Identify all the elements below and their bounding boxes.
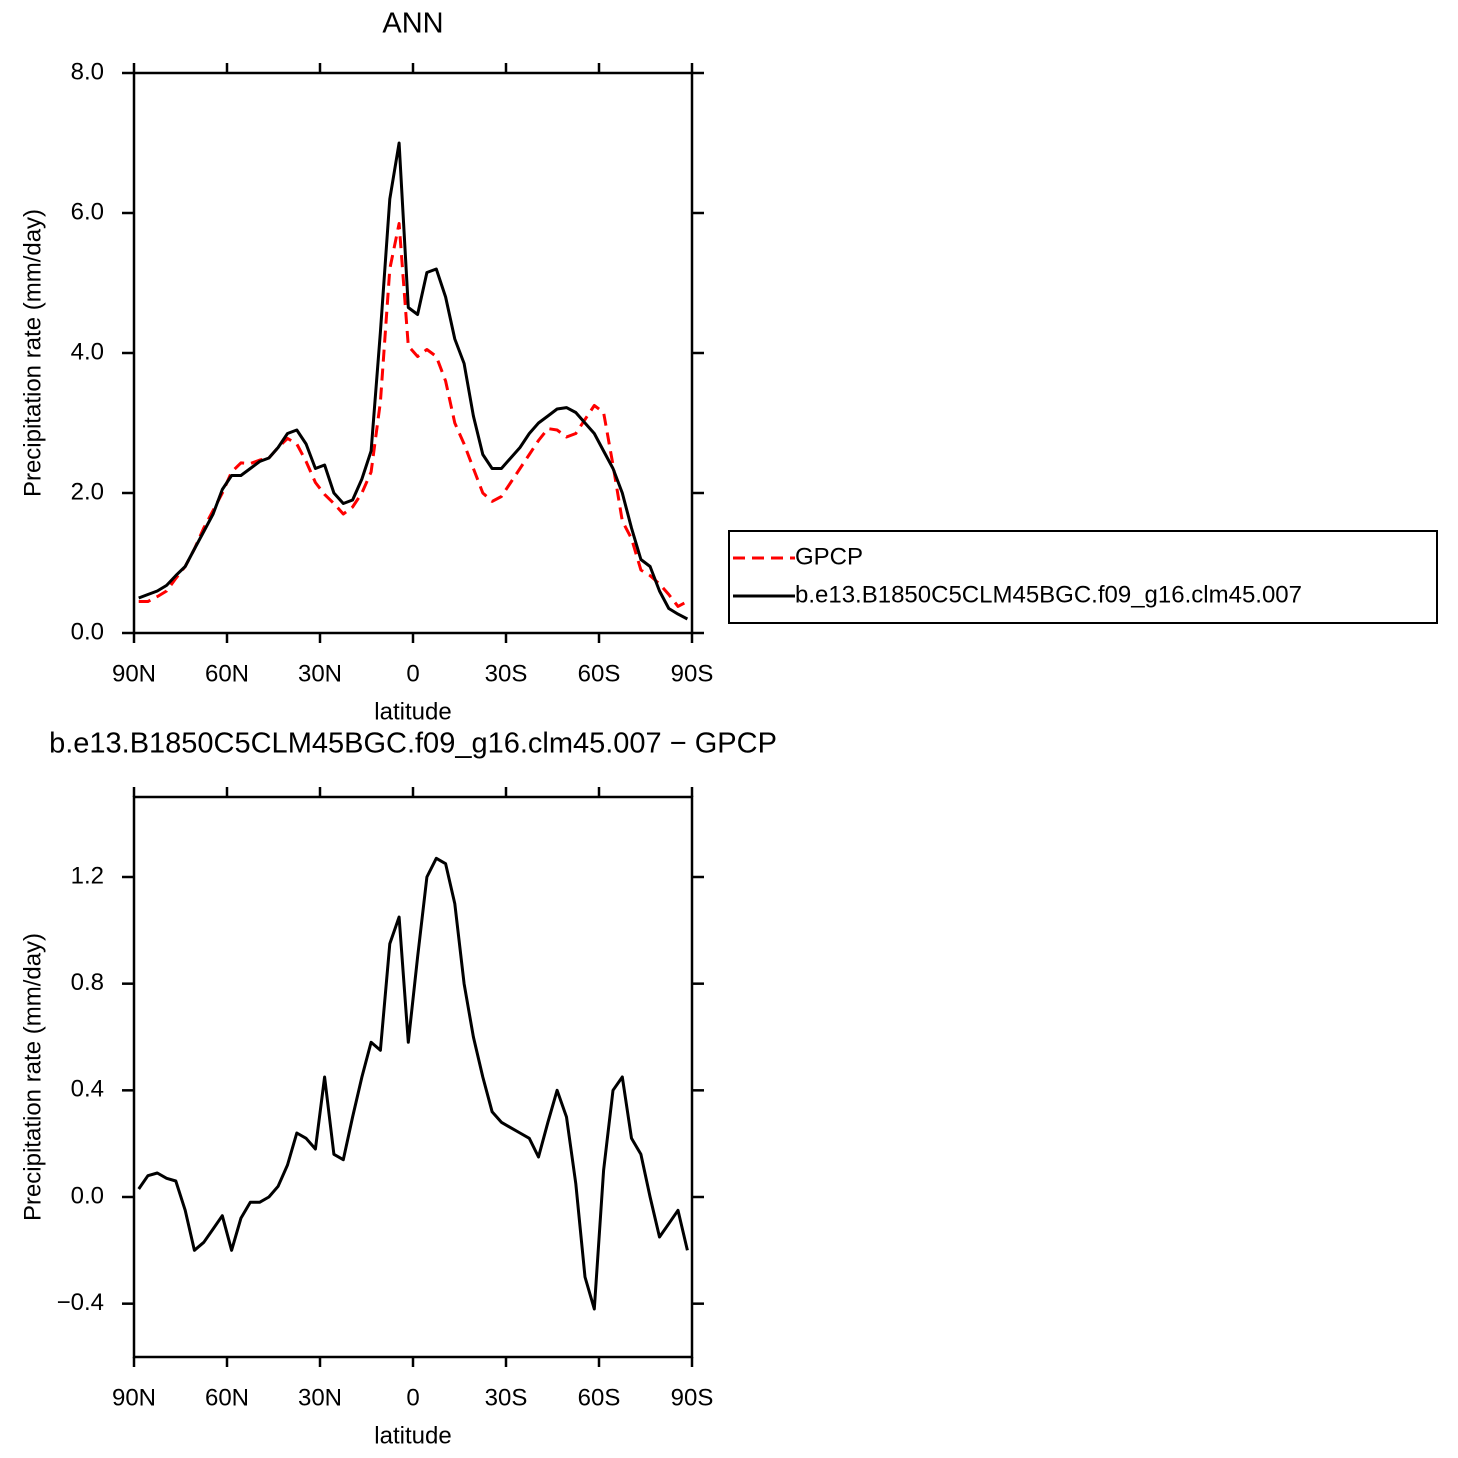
y-axis-label: Precipitation rate (mm/day) bbox=[19, 209, 46, 497]
x-tick-label: 60N bbox=[205, 660, 249, 687]
x-tick-label: 60S bbox=[578, 1384, 621, 1411]
legend-label: b.e13.B1850C5CLM45BGC.f09_g16.clm45.007 bbox=[795, 581, 1302, 608]
x-tick-label: 30S bbox=[485, 660, 528, 687]
x-tick-label: 30N bbox=[298, 660, 342, 687]
chart-title: b.e13.B1850C5CLM45BGC.f09_g16.clm45.007 … bbox=[49, 728, 777, 760]
y-tick-label: 1.2 bbox=[71, 862, 104, 889]
x-tick-label: 60N bbox=[205, 1384, 249, 1411]
x-tick-label: 0 bbox=[406, 660, 419, 687]
y-tick-label: 0.0 bbox=[71, 618, 104, 645]
y-axis-label: Precipitation rate (mm/day) bbox=[19, 933, 46, 1221]
y-tick-label: 2.0 bbox=[71, 478, 104, 505]
x-tick-label: 60S bbox=[578, 660, 621, 687]
x-axis-label: latitude bbox=[374, 1422, 451, 1449]
legend-label: GPCP bbox=[795, 543, 863, 570]
x-tick-label: 30N bbox=[298, 1384, 342, 1411]
y-tick-label: 6.0 bbox=[71, 198, 104, 225]
y-tick-label: 4.0 bbox=[71, 338, 104, 365]
x-tick-label: 90N bbox=[112, 660, 156, 687]
plot-frame bbox=[132, 795, 694, 1359]
y-tick-label: 8.0 bbox=[71, 58, 104, 85]
y-tick-label: 0.8 bbox=[71, 969, 104, 996]
legend-box bbox=[728, 530, 1438, 624]
y-tick-label: −0.4 bbox=[57, 1289, 104, 1316]
x-tick-label: 90N bbox=[112, 1384, 156, 1411]
data-line bbox=[138, 141, 689, 621]
chart-title: ANN bbox=[382, 8, 443, 40]
x-tick-label: 0 bbox=[406, 1384, 419, 1411]
x-axis-label: latitude bbox=[374, 698, 451, 725]
data-line bbox=[138, 222, 689, 608]
data-line bbox=[137, 856, 689, 1311]
y-tick-label: 0.0 bbox=[71, 1182, 104, 1209]
y-tick-label: 0.4 bbox=[71, 1076, 104, 1103]
x-tick-label: 90S bbox=[671, 1384, 714, 1411]
x-tick-label: 30S bbox=[485, 1384, 528, 1411]
x-tick-label: 90S bbox=[671, 660, 714, 687]
